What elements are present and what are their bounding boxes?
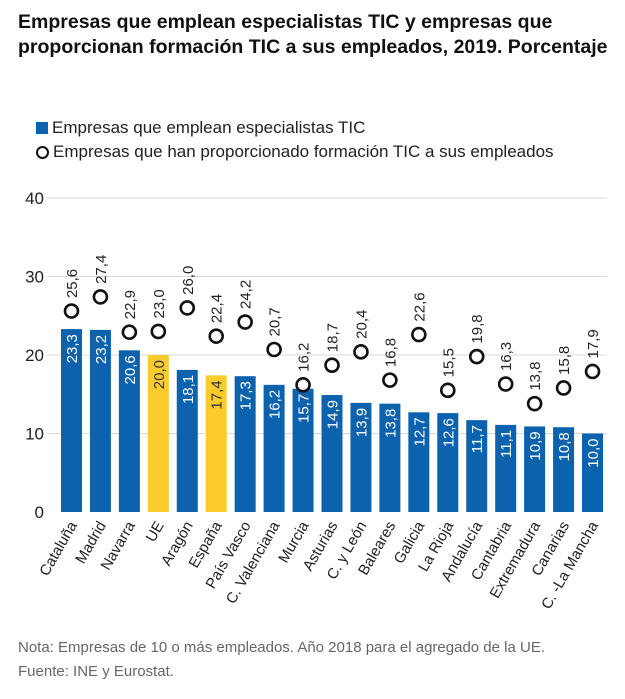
bar — [147, 355, 169, 512]
bar-value-label: 11,1 — [498, 430, 515, 458]
dot-value-label: 15,8 — [556, 346, 573, 375]
dot-value-label: 16,3 — [498, 342, 515, 371]
bar-value-label: 17,3 — [238, 381, 255, 410]
training-dot — [468, 348, 485, 365]
legend-bars-label: Empresas que emplean especialistas TIC — [52, 118, 366, 137]
bar-value-label: 10,8 — [556, 432, 573, 461]
bar-value-label: 20,0 — [151, 360, 168, 389]
bar — [350, 402, 372, 512]
chart-title: Empresas que emplean especialistas TIC y… — [18, 11, 608, 58]
bar-value-label: 18,1 — [180, 375, 197, 404]
dot-value-label: 22,4 — [209, 294, 226, 323]
dot-value-label: 18,7 — [325, 323, 342, 352]
bar-value-label: 17,4 — [209, 380, 226, 409]
bar — [321, 395, 343, 512]
bar — [176, 369, 198, 512]
training-dot — [497, 376, 514, 392]
y-tick-label: 20 — [25, 346, 44, 365]
bar — [466, 420, 488, 512]
training-dot — [439, 382, 456, 399]
bar-value-label: 23,3 — [64, 334, 81, 363]
y-tick-label: 0 — [35, 503, 44, 522]
dot-value-label: 24,2 — [238, 280, 255, 309]
y-tick-label: 10 — [25, 425, 44, 444]
dot-value-label: 20,4 — [353, 310, 370, 339]
bar-value-label: 11,7 — [469, 425, 486, 453]
training-dot — [526, 395, 543, 412]
training-dot — [353, 344, 369, 360]
legend-item-bars: Empresas que emplean especialistas TIC — [36, 116, 554, 140]
bar — [205, 375, 227, 512]
bar — [408, 412, 430, 512]
dot-value-label: 17,9 — [585, 329, 602, 358]
bar-value-label: 12,6 — [440, 418, 457, 447]
dot-value-label: 25,6 — [64, 269, 81, 298]
y-tick-label: 30 — [25, 268, 44, 287]
training-dot — [584, 363, 601, 380]
dot-value-label: 23,0 — [151, 289, 168, 318]
dot-value-label: 20,7 — [267, 307, 284, 336]
legend: Empresas que emplean especialistas TIC E… — [36, 116, 554, 164]
training-dot — [411, 326, 427, 343]
training-dot — [150, 323, 167, 340]
bar-value-label: 13,8 — [382, 409, 399, 438]
bar-value-label: 12,7 — [411, 417, 428, 446]
dot-value-label: 26,0 — [180, 266, 197, 295]
training-dot — [555, 380, 572, 396]
y-tick-label: 40 — [25, 189, 44, 208]
training-dot — [382, 372, 398, 388]
category-label: Cataluña — [36, 518, 81, 579]
bar — [437, 413, 459, 512]
training-dot — [121, 324, 138, 341]
source-text: Fuente: INE y Eurostat. — [18, 663, 174, 680]
training-dot — [266, 341, 282, 358]
bar-value-label: 10,0 — [585, 439, 602, 468]
training-dot — [208, 328, 225, 344]
legend-dot-swatch — [36, 145, 49, 159]
bar — [524, 426, 546, 512]
bar — [263, 384, 285, 512]
training-dot — [295, 377, 311, 393]
legend-item-dots: Empresas que han proporcionado formación… — [36, 140, 554, 164]
bar — [60, 329, 82, 512]
dot-value-label: 15,5 — [440, 348, 457, 377]
bar-value-label: 20,6 — [122, 355, 139, 384]
legend-dots-label: Empresas que han proporcionado formación… — [53, 142, 554, 161]
training-dot — [92, 289, 109, 305]
bar-value-label: 16,2 — [267, 390, 284, 419]
training-dot — [324, 357, 340, 374]
bar-value-label: 10,9 — [527, 431, 544, 460]
bar — [89, 329, 111, 512]
dot-value-label: 22,6 — [411, 292, 428, 321]
footnotes: Nota: Empresas de 10 o más empleados. Añ… — [18, 636, 545, 684]
bar-value-label: 23,2 — [93, 335, 110, 364]
legend-bar-swatch — [36, 122, 48, 134]
dot-value-label: 13,8 — [527, 361, 544, 390]
dot-value-label: 16,2 — [296, 343, 313, 372]
training-dot — [179, 300, 196, 316]
training-dot — [237, 314, 253, 330]
bar — [118, 350, 140, 512]
dot-value-label: 19,8 — [469, 314, 486, 343]
bar — [495, 424, 517, 512]
bar — [234, 376, 256, 512]
bar — [553, 427, 575, 512]
dot-value-label: 16,8 — [382, 338, 399, 367]
note-text: Nota: Empresas de 10 o más empleados. Añ… — [18, 639, 545, 656]
bar-value-label: 14,9 — [325, 400, 342, 429]
bar-chart: 01020304023,325,6Cataluña23,227,4Madrid2… — [25, 189, 607, 612]
bar-value-label: 15,7 — [296, 394, 313, 423]
dot-value-label: 27,4 — [93, 255, 110, 284]
bar — [379, 403, 401, 512]
bar — [292, 388, 314, 512]
bar — [582, 433, 604, 512]
training-dot — [63, 303, 80, 319]
dot-value-label: 22,9 — [122, 290, 139, 319]
category-label: UE — [143, 519, 168, 546]
bar-value-label: 13,9 — [353, 408, 370, 437]
